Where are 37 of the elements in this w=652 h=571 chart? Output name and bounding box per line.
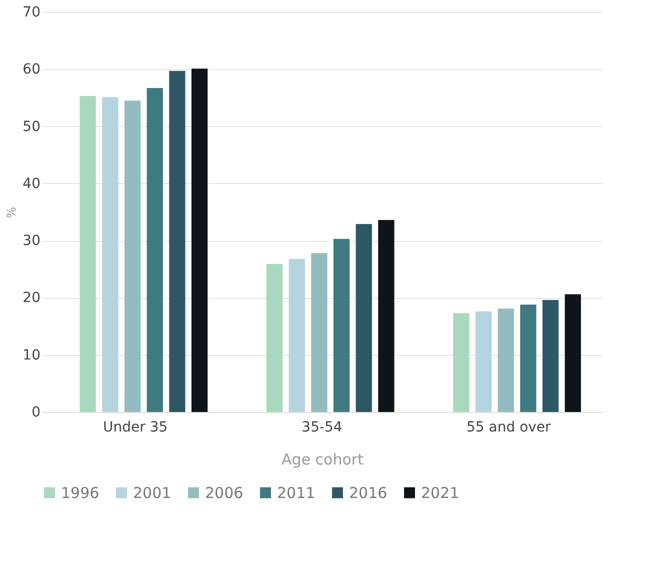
x-axis-title: Age cohort (282, 450, 364, 468)
y-axis-title: % (4, 206, 19, 218)
y-tick-label: 20 (22, 290, 40, 306)
y-tick-label: 50 (22, 118, 40, 135)
bar (356, 224, 372, 412)
y-tick-label: 40 (22, 176, 40, 192)
x-tick-label: Under 35 (103, 420, 168, 436)
bar (311, 253, 328, 412)
legend-label: 2021 (421, 484, 460, 502)
bar (146, 88, 163, 412)
bar (542, 300, 559, 412)
x-tick-label: 55 and over (466, 420, 552, 436)
bar (102, 97, 118, 412)
legend-label: 2011 (277, 484, 316, 502)
legend-label: 2001 (133, 484, 172, 502)
legend-label: 1996 (61, 484, 100, 502)
legend-label: 2016 (349, 484, 388, 502)
y-tick-label: 70 (22, 4, 40, 20)
bar (453, 313, 470, 412)
bar (498, 308, 514, 412)
bar (169, 70, 186, 412)
bar (475, 311, 492, 412)
x-tick-label: 35-54 (302, 420, 342, 436)
y-tick-label: 0 (32, 404, 40, 420)
bar (520, 304, 536, 412)
bar (80, 96, 96, 412)
y-tick-label: 60 (22, 62, 40, 78)
legend-label: 2006 (205, 484, 244, 502)
bar (288, 258, 305, 412)
bar (266, 264, 283, 412)
y-tick-label: 10 (22, 347, 40, 364)
bar (191, 68, 208, 412)
y-tick-label: 30 (22, 233, 40, 250)
bar (378, 220, 394, 412)
bar (124, 100, 141, 412)
bar (564, 294, 581, 412)
bar (333, 238, 350, 412)
